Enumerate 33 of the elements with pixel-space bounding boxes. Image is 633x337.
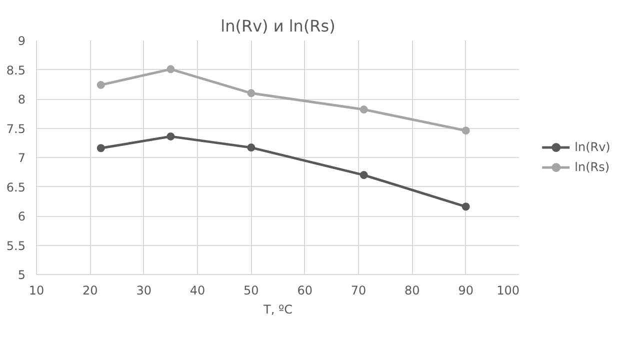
point: [360, 106, 368, 114]
point: [462, 126, 470, 135]
point: [96, 80, 105, 89]
x-tick-label: 80: [404, 284, 420, 298]
x-tick-label: 30: [136, 284, 152, 298]
y-tick-label: 7: [18, 151, 26, 165]
legend-label: ln(Rv): [574, 140, 610, 154]
x-tick-label: 10: [28, 284, 44, 298]
x-tick-label: 20: [82, 284, 98, 298]
y-tick-label: 5.5: [6, 238, 26, 253]
y-tick-label: 6.5: [6, 180, 26, 194]
point: [462, 202, 470, 211]
y-tick-label: 7.5: [6, 122, 26, 136]
point: [360, 171, 368, 180]
x-axis-title: T, ºC: [262, 302, 293, 316]
y-tick-label: 9: [18, 34, 26, 48]
point: [166, 132, 175, 140]
y-tick-label: 8: [18, 92, 26, 106]
x-tick-label: 100: [496, 284, 520, 298]
legend-label: ln(Rs): [574, 160, 610, 174]
point: [166, 65, 175, 74]
x-tick-label: 90: [458, 284, 474, 298]
x-tick-label: 50: [244, 284, 259, 298]
point: [96, 144, 105, 152]
point: [247, 144, 256, 152]
x-tick-label: 60: [297, 284, 312, 298]
chart-title: ln(Rv) и ln(Rs): [220, 16, 336, 36]
x-tick-label: 40: [190, 284, 206, 298]
y-tick-label: 5: [18, 268, 26, 282]
x-tick-label: 70: [350, 284, 366, 298]
y-tick-label: 6: [18, 210, 26, 224]
y-tick-label: 8.5: [6, 63, 26, 78]
point: [247, 89, 256, 98]
